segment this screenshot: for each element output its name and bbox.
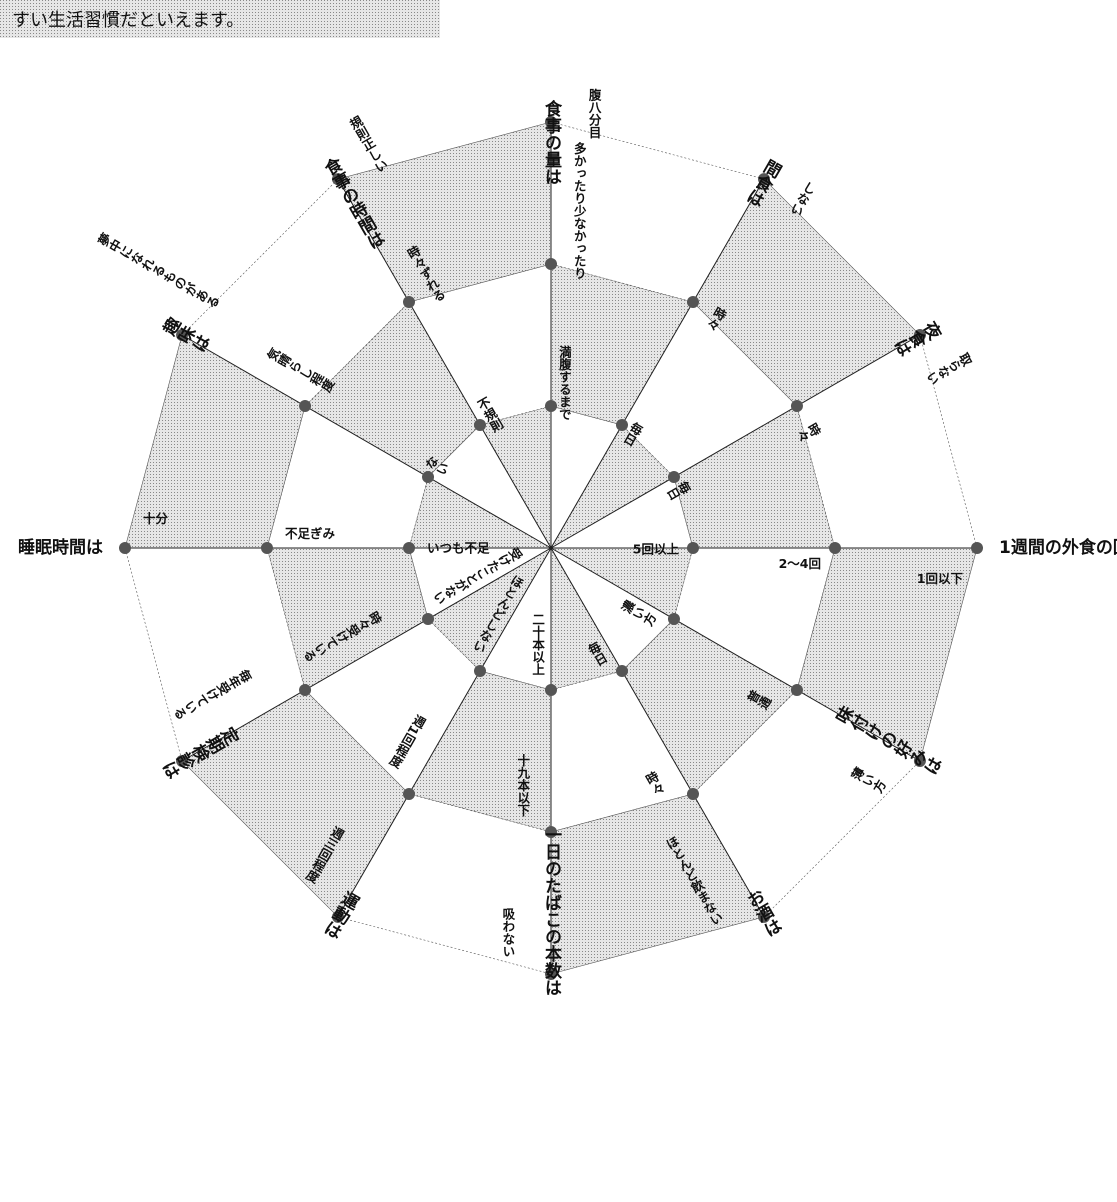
axis-label: 1週間の外食の回数は: [999, 537, 1117, 558]
level-label: 取らない: [924, 349, 975, 387]
level-dot: [971, 542, 983, 554]
level-dot: [829, 542, 841, 554]
header-box: [0, 0, 440, 38]
level-dot: [545, 258, 557, 270]
web-cell: [550, 547, 675, 672]
level-dot: [616, 419, 628, 432]
level-dot: [687, 296, 699, 309]
axis-line: [337, 547, 552, 918]
level-dot: [667, 613, 680, 625]
web-cell: [549, 476, 694, 549]
level-dot: [758, 910, 770, 923]
level-dot: [119, 542, 131, 554]
web-diagram: 食事の量は満腹するまで多かったり少なかったり腹八分目間食は毎日時々しない夜食は毎…: [18, 87, 1117, 996]
axis-line: [337, 178, 552, 549]
web-cell: [124, 547, 306, 762]
level-dot: [687, 542, 699, 554]
level-label: しない: [787, 178, 819, 218]
level-label: 1回以下: [917, 571, 964, 586]
level-dot: [422, 471, 435, 483]
web-cell: [550, 121, 765, 303]
level-label: いつも不足: [427, 541, 490, 556]
axis-label: 睡眠時間は: [18, 537, 103, 558]
level-label: 多かったり少なかったり: [572, 141, 587, 280]
level-dot: [545, 116, 557, 128]
level-dot: [616, 664, 628, 677]
level-label: 十分: [143, 511, 169, 526]
web-cell: [692, 689, 921, 918]
level-dot: [299, 400, 312, 412]
level-dot: [332, 910, 344, 923]
level-dot: [299, 684, 312, 696]
header-text: すい生活習慣だといえます。: [12, 10, 244, 31]
level-dot: [474, 664, 486, 677]
level-dot: [913, 329, 926, 341]
web-cell: [337, 793, 552, 975]
level-dot: [403, 787, 415, 800]
axis-line: [550, 547, 921, 762]
level-dot: [545, 400, 557, 412]
level-label: 二十本以上: [530, 613, 545, 676]
web-cell: [427, 424, 552, 549]
level-dot: [422, 613, 435, 625]
level-label: 不足ぎみ: [285, 526, 336, 541]
level-dot: [176, 329, 189, 341]
axis-label: 一日のたばこの本数は: [541, 826, 562, 996]
level-label: 満腹するまで: [557, 345, 572, 421]
web-cell: [181, 178, 410, 407]
level-label: 5回以上: [633, 541, 680, 556]
level-dot: [403, 296, 415, 309]
web-cell: [550, 405, 623, 550]
axis-line: [550, 547, 765, 918]
level-dot: [913, 755, 926, 767]
level-label: 2～4回: [779, 556, 821, 571]
axis-line: [181, 547, 552, 762]
level-dot: [790, 400, 803, 412]
level-dot: [176, 755, 189, 767]
web-cell: [408, 547, 553, 620]
axis-line: [181, 334, 552, 549]
level-label: 十九本以下: [515, 753, 530, 817]
level-dot: [545, 968, 557, 980]
level-dot: [758, 173, 770, 186]
level-dot: [474, 419, 486, 432]
level-dot: [790, 684, 803, 696]
level-dot: [403, 542, 415, 554]
level-dot: [545, 826, 557, 838]
level-label: 規則正しい: [345, 113, 390, 176]
axis-line: [550, 178, 765, 549]
axis-line: [550, 334, 921, 549]
level-dot: [545, 684, 557, 696]
level-dot: [667, 471, 680, 483]
web-cell: [479, 546, 552, 691]
level-dot: [261, 542, 273, 554]
axis-label: 食事の量は: [541, 99, 562, 185]
web-cell: [796, 334, 978, 549]
level-label: 夢中になれるものがある: [94, 230, 221, 312]
level-label: 腹八分目: [587, 87, 602, 139]
level-dot: [332, 173, 344, 186]
level-label: 吸わない: [500, 908, 515, 958]
level-dot: [687, 787, 699, 800]
